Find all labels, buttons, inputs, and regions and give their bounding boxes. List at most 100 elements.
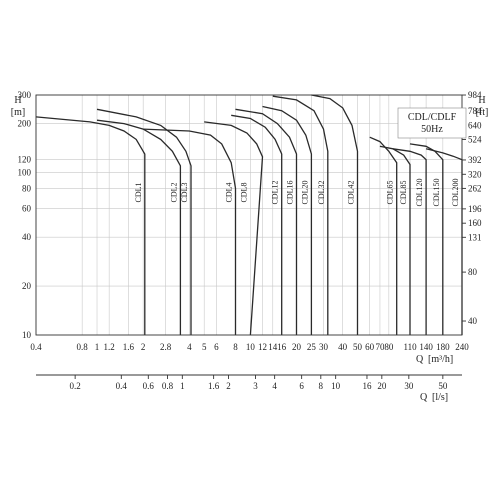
y-left-label: H	[14, 95, 21, 106]
legend-box: CDL/CDLF 50Hz	[397, 107, 467, 139]
secondary-x-tick-label: 8	[319, 381, 324, 391]
x-tick-label: 40	[338, 342, 348, 352]
axes-layer	[35, 94, 466, 379]
y-right-tick-label: 80	[468, 267, 478, 277]
secondary-x-tick-label: 6	[299, 381, 304, 391]
y-right-tick-label: 984	[468, 90, 482, 100]
curve-layer	[35, 94, 463, 336]
axis-text-layer: 0.4 0.8 1 1.2 1.6 2 2.8 4 5 6 8 10 12 14 16 20 25 30 40 50 6…	[18, 90, 483, 391]
secondary-x-tick-label: 2	[226, 381, 231, 391]
y-right-label: H	[478, 95, 485, 106]
secondary-x-tick-label: 1.6	[208, 381, 220, 391]
y-left-tick-label: 80	[22, 183, 32, 193]
model-label-cdl32: CDL32	[317, 180, 326, 204]
model-label-cdl85: CDL85	[399, 180, 408, 204]
x-primary-unit: [m³/h]	[428, 354, 453, 365]
x-tick-label: 8	[233, 342, 238, 352]
x-tick-label: 0.4	[30, 342, 42, 352]
model-label-cdl200: CDL200	[451, 179, 460, 207]
secondary-x-tick-label: 20	[377, 381, 387, 391]
x-tick-label: 5	[202, 342, 207, 352]
legend-frame	[397, 107, 467, 139]
model-label-cdl8: CDL8	[239, 183, 248, 203]
pump-curve-cdl32	[272, 95, 329, 335]
x-tick-label: 1	[95, 342, 100, 352]
pump-curve-cdl20	[262, 105, 313, 335]
model-label-cdl12: CDL12	[271, 181, 280, 205]
pump-curve-cdl120	[392, 148, 427, 335]
x-tick-label: 30	[319, 342, 329, 352]
model-label-cdl42: CDL42	[347, 180, 356, 204]
model-label-cdl65: CDL65	[386, 181, 395, 205]
legend-line-1: CDL/CDLF	[408, 112, 457, 123]
secondary-x-tick-label: 4	[272, 381, 277, 391]
pump-curve-cdl3	[96, 108, 192, 335]
x-secondary-label: Q	[420, 392, 428, 403]
y-left-tick-label: 60	[22, 204, 32, 214]
x-secondary-unit: [l/s]	[432, 392, 448, 403]
model-label-layer: CDL1 CDL2 CDL3 CDL4 CDL8 CDL12 CDL16 CDL20 CDL32…	[134, 178, 460, 206]
y-left-tick-label: 120	[18, 155, 32, 165]
model-label-cdl150: CDL150	[432, 178, 441, 206]
x-tick-label: 60	[365, 342, 375, 352]
y-left-tick-label: 20	[22, 281, 32, 291]
pump-curve-cdl8	[204, 121, 264, 336]
pump-curve-cdl16	[235, 108, 298, 335]
y-right-unit: [ft]	[476, 107, 489, 118]
x-tick-label: 1.6	[123, 342, 135, 352]
secondary-x-tick-label: 50	[438, 381, 448, 391]
y-left-tick-label: 300	[18, 90, 32, 100]
secondary-x-tick-label: 0.6	[143, 381, 155, 391]
x-tick-label: 12	[258, 342, 267, 352]
x-tick-label: 10	[246, 342, 256, 352]
x-tick-label: 20	[292, 342, 302, 352]
secondary-x-tick-label: 30	[404, 381, 414, 391]
y-left-unit: [m]	[11, 107, 25, 118]
legend-line-2: 50Hz	[421, 124, 443, 135]
pump-curve-cdl4	[143, 128, 237, 335]
secondary-x-tick-label: 3	[253, 381, 258, 391]
y-left-tick-label: 40	[22, 232, 32, 242]
pump-curve-cdl65	[369, 136, 398, 335]
x-tick-label: 240	[455, 342, 469, 352]
pump-curve-cdl2	[96, 119, 182, 335]
x-tick-label: 0.8	[77, 342, 89, 352]
model-label-cdl20: CDL20	[300, 181, 309, 205]
secondary-x-tick-label: 0.2	[70, 381, 81, 391]
y-right-tick-label: 320	[468, 169, 482, 179]
x-tick-label: 2.8	[160, 342, 172, 352]
pump-curve-cdl12	[231, 114, 283, 335]
x-tick-label: 1.2	[104, 342, 115, 352]
x-tick-label: 180	[436, 342, 450, 352]
plot-frame	[35, 94, 463, 336]
x-tick-label: 6	[214, 342, 219, 352]
secondary-x-tick-label: 1	[180, 381, 185, 391]
pump-curve-cdl42	[311, 94, 359, 335]
x-tick-label: 14	[268, 342, 278, 352]
secondary-x-tick-label: 10	[331, 381, 341, 391]
x-tick-label: 2	[141, 342, 146, 352]
secondary-x-tick-label: 16	[362, 381, 372, 391]
y-right-tick-label: 131	[468, 232, 482, 242]
y-right-tick-label: 262	[468, 183, 482, 193]
model-label-cdl120: CDL120	[415, 178, 424, 206]
y-left-tick-label: 200	[18, 119, 32, 129]
x-tick-label: 70	[375, 342, 385, 352]
y-right-tick-label: 160	[468, 218, 482, 228]
pump-curve-cdl200	[425, 148, 463, 335]
y-left-tick-label: 100	[18, 168, 32, 178]
model-label-cdl3: CDL3	[180, 183, 189, 203]
y-right-tick-label: 40	[468, 316, 478, 326]
x-tick-label: 16	[277, 342, 287, 352]
y-right-tick-label: 524	[468, 134, 482, 144]
x-primary-label: Q	[416, 354, 424, 365]
y-right-tick-label: 784	[468, 106, 482, 116]
pump-curve-cdl85	[379, 145, 411, 335]
y-right-tick-label: 640	[468, 120, 482, 130]
x-tick-label: 50	[353, 342, 363, 352]
x-tick-label: 25	[307, 342, 317, 352]
x-tick-label: 80	[384, 342, 394, 352]
pump-curve-cdl1	[35, 116, 146, 335]
x-tick-label: 4	[187, 342, 192, 352]
